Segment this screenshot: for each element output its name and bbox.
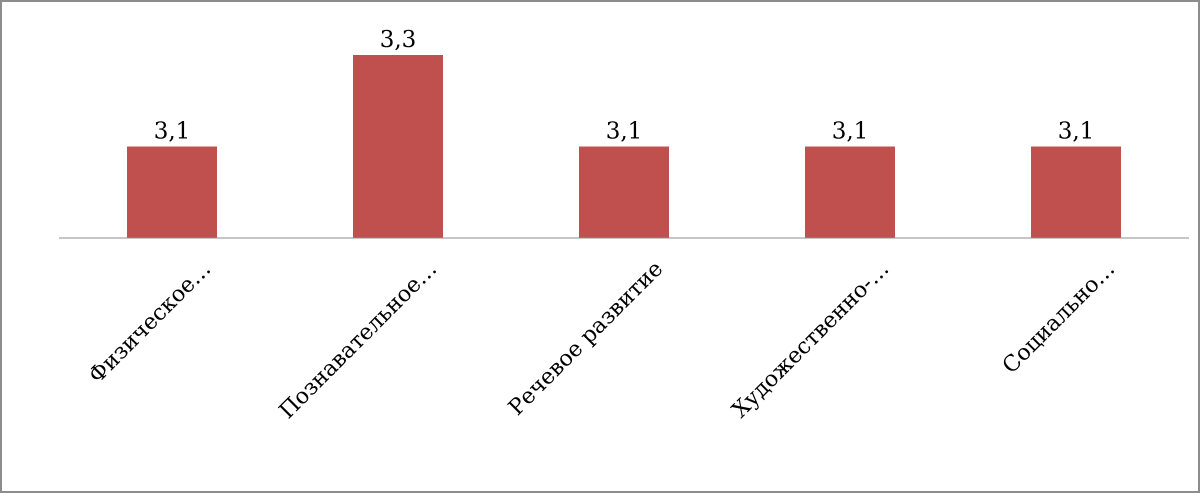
bar-2: [353, 55, 443, 238]
bar-3: [579, 146, 669, 238]
tick-label-4: Художественно-…: [728, 257, 895, 424]
tick-label-1: Физическое…: [84, 257, 216, 389]
bar-4: [805, 146, 895, 238]
tick-labels-group: Физическое… Познавательное… Речевое развит…: [84, 257, 1120, 424]
value-label-3: 3,1: [606, 119, 643, 145]
value-label-2: 3,3: [380, 27, 417, 53]
value-label-1: 3,1: [154, 119, 191, 145]
value-labels-group: 3,1 3,3 3,1 3,1 3,1: [154, 27, 1095, 145]
tick-label-3: Речевое развитие: [504, 257, 668, 421]
bar-5: [1031, 146, 1121, 238]
value-label-4: 3,1: [832, 119, 869, 145]
value-label-5: 3,1: [1058, 119, 1095, 145]
bar-1: [127, 146, 217, 238]
bars-group: [127, 55, 1121, 238]
tick-label-2: Познавательное…: [275, 257, 442, 424]
tick-label-5: Социально…: [998, 257, 1120, 379]
